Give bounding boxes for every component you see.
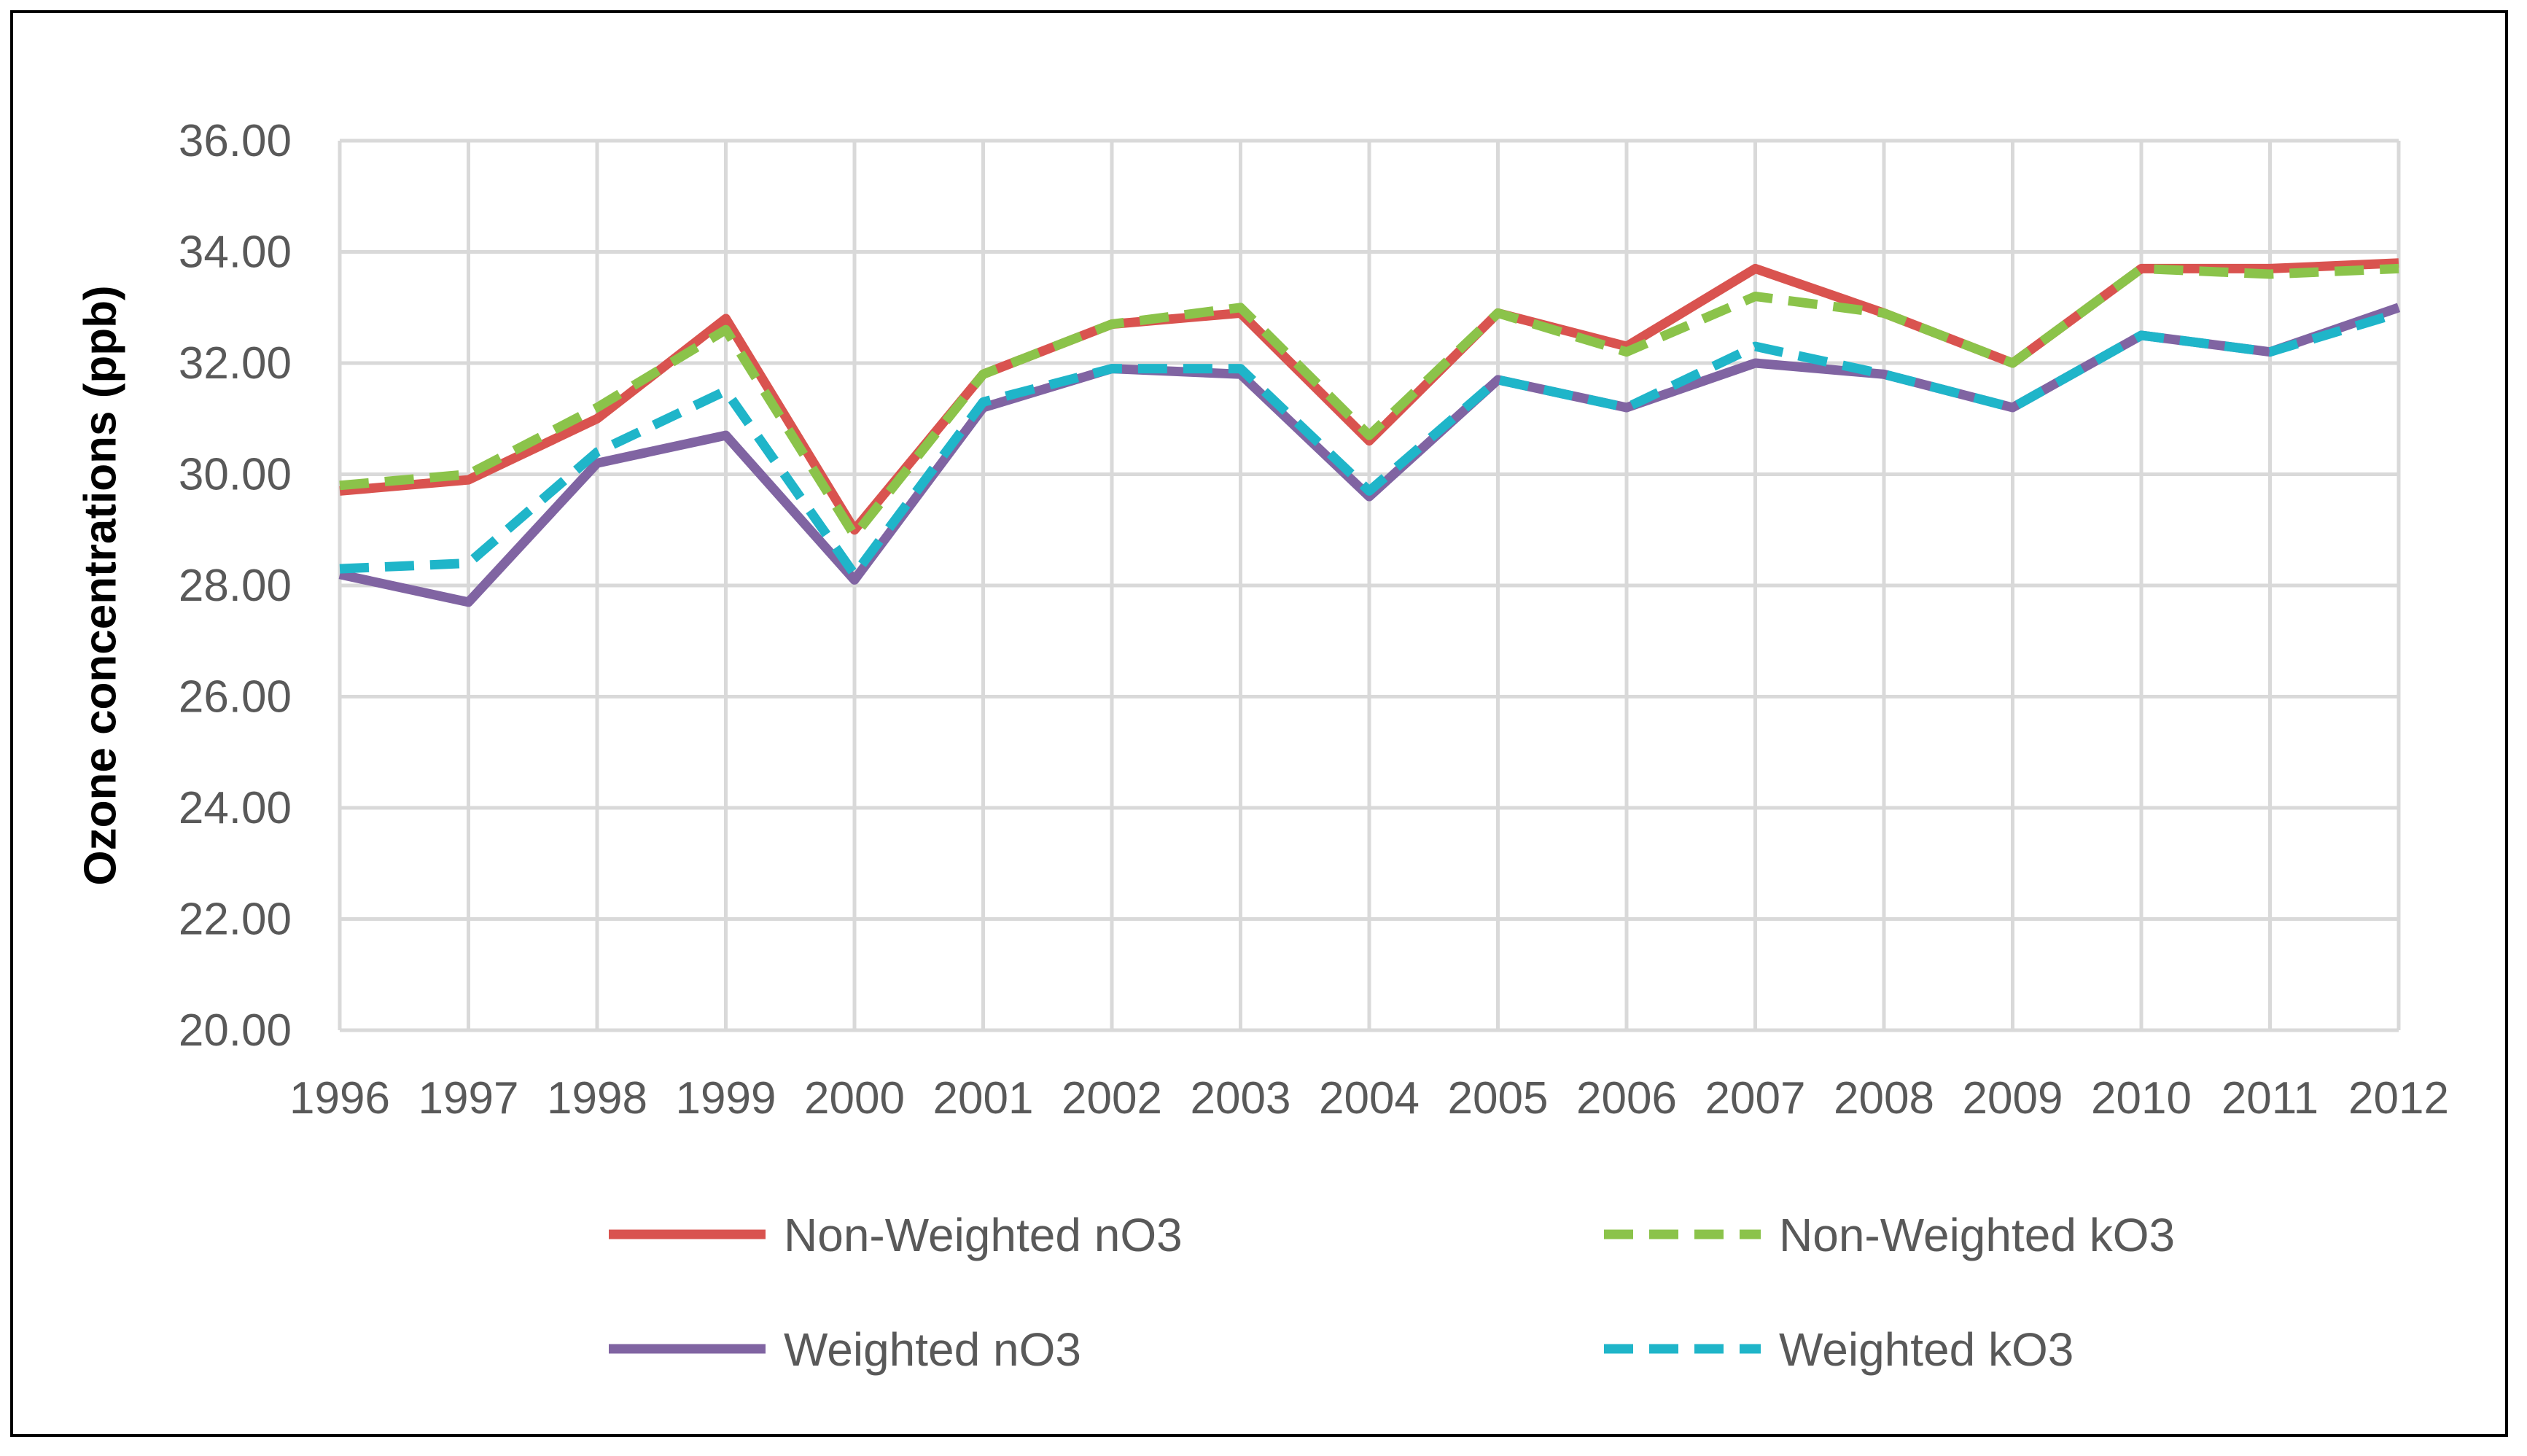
x-tick-label: 1997 xyxy=(418,1073,519,1124)
series-lines xyxy=(338,258,2401,607)
x-tick-label: 2001 xyxy=(933,1073,1034,1124)
y-tick-label: 22.00 xyxy=(179,895,292,945)
x-tick-label: 2010 xyxy=(2091,1073,2192,1124)
y-tick-label: 34.00 xyxy=(179,227,292,278)
chart-frame xyxy=(10,10,2508,1437)
x-tick-label: 2003 xyxy=(1191,1073,1291,1124)
x-tick-label: 1998 xyxy=(547,1073,647,1124)
y-tick-label: 32.00 xyxy=(179,338,292,389)
y-tick-label: 20.00 xyxy=(179,1005,292,1056)
y-axis-ticks: 20.00 22.00 24.00 26.00 28.00 30.00 32.00 34.00… xyxy=(179,116,292,1056)
x-tick-label: 2006 xyxy=(1576,1073,1677,1124)
x-tick-label: 2005 xyxy=(1448,1073,1549,1124)
y-tick-label: 26.00 xyxy=(179,672,292,723)
legend: Non-Weighted nO3 Non-Weighted kO3 Weighted… xyxy=(609,1209,2175,1376)
x-tick-label: 2009 xyxy=(1963,1073,2063,1124)
gridlines xyxy=(338,139,2401,1032)
y-tick-label: 24.00 xyxy=(179,783,292,833)
x-tick-label: 2002 xyxy=(1062,1073,1162,1124)
legend-label: Non-Weighted nO3 xyxy=(784,1209,1183,1261)
x-axis-ticks: 1996 1997 1998 1999 2000 2001 2002 2003 2004 2005… xyxy=(289,1073,2449,1124)
x-tick-label: 1996 xyxy=(289,1073,390,1124)
series-line-non-weighted-ko3 xyxy=(339,263,2399,540)
legend-label: Weighted kO3 xyxy=(1779,1323,2074,1376)
x-tick-label: 2000 xyxy=(804,1073,905,1124)
legend-label: Weighted nO3 xyxy=(784,1323,1081,1376)
series-line-weighted-ko3 xyxy=(339,308,2400,580)
y-tick-label: 28.00 xyxy=(179,561,292,611)
x-tick-label: 2004 xyxy=(1319,1073,1420,1124)
x-tick-label: 2011 xyxy=(2222,1073,2318,1124)
legend-label: Non-Weighted kO3 xyxy=(1779,1209,2175,1261)
x-tick-label: 2007 xyxy=(1705,1073,1806,1124)
x-tick-label: 2012 xyxy=(2348,1073,2449,1124)
y-tick-label: 36.00 xyxy=(179,116,292,166)
x-tick-label: 2008 xyxy=(1834,1073,1934,1124)
y-tick-label: 30.00 xyxy=(179,450,292,500)
x-tick-label: 1999 xyxy=(676,1073,776,1124)
series-line-weighted-no3 xyxy=(338,303,2401,607)
y-axis-label: Ozone concentrations (ppb) xyxy=(75,285,125,885)
